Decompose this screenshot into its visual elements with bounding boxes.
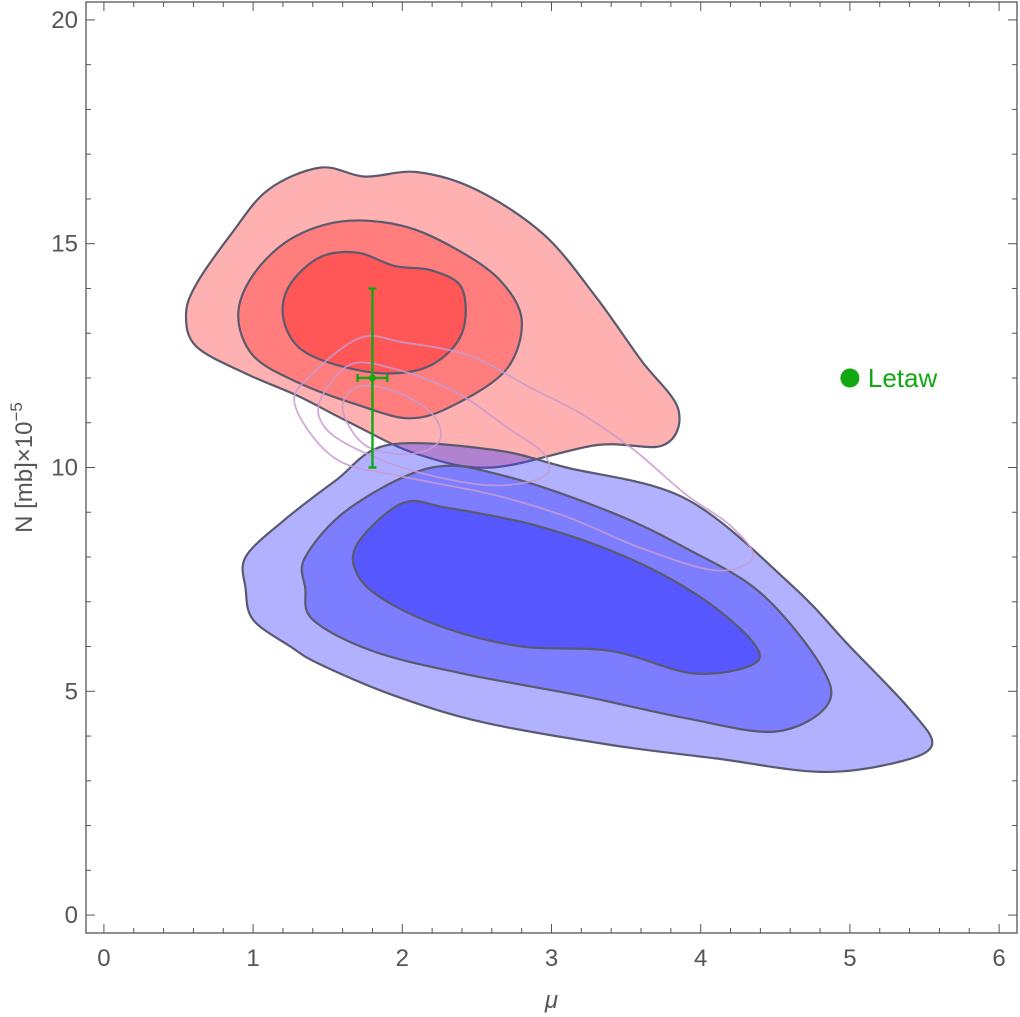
x-tick-label: 5 — [843, 945, 856, 972]
blue-region — [241, 441, 934, 774]
faint-contour-1 — [293, 334, 755, 572]
x-axis-title: μ — [544, 987, 558, 1014]
red-contour-level-3 — [281, 250, 467, 375]
y-axis-title-exponent: −5 — [7, 402, 26, 421]
red-region — [184, 166, 681, 469]
x-tick-label: 3 — [545, 945, 558, 972]
y-axis-title-text: N [mb]×10 — [11, 422, 38, 533]
data-point-markers: Letaw — [356, 287, 938, 469]
y-axis-title: N [mb]×10−5 — [7, 402, 38, 533]
x-tick-label: 1 — [246, 945, 259, 972]
letaw-label: Letaw — [868, 363, 938, 393]
x-axis: 0 1 2 3 4 5 6 — [97, 2, 1006, 972]
letaw-point — [840, 368, 860, 388]
faint-contours — [293, 334, 755, 572]
y-tick-label: 0 — [65, 902, 78, 929]
data-point — [368, 374, 376, 382]
x-tick-label: 4 — [694, 945, 707, 972]
x-tick-label: 2 — [396, 945, 409, 972]
x-tick-label: 0 — [97, 945, 110, 972]
x-tick-label: 6 — [992, 945, 1005, 972]
faint-contour-2 — [317, 361, 551, 487]
y-tick-label: 20 — [51, 7, 78, 34]
y-axis: 0 5 10 15 20 — [51, 7, 1017, 929]
y-tick-label: 10 — [51, 455, 78, 482]
y-tick-label: 5 — [65, 678, 78, 705]
blue-contour-level-3 — [351, 499, 762, 675]
y-tick-label: 15 — [51, 231, 78, 258]
faint-contour-3 — [341, 384, 442, 456]
confidence-regions — [184, 166, 934, 774]
